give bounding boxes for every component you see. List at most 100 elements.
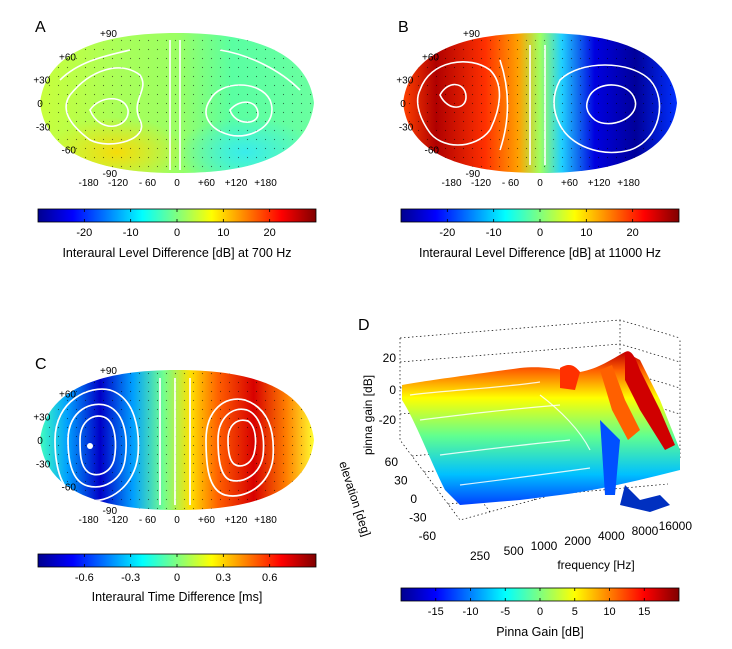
azimuth-tick-label: -180: [441, 178, 461, 189]
panel-a: A +90 +60 +30 0 -30 -60 -90 -180 -120 - 60 0 +60 +1…: [33, 19, 317, 260]
elevation-tick-label: +30: [396, 76, 413, 87]
colorbar-tick-label: 20: [627, 227, 639, 239]
colorbar-tick-label: -20: [76, 227, 92, 239]
elevation-tick-label: +30: [33, 76, 50, 87]
elevation-ticks-a: +90 +60 +30 0 -30 -60 -90: [33, 29, 117, 180]
colorbar-ticks-a: -20 -10 0 10 20: [76, 209, 276, 239]
colorbar-ticks-c: -0.6 -0.3 0 0.3 0.6: [75, 554, 277, 584]
y-tick-label: 0: [410, 492, 417, 506]
azimuth-tick-label: +180: [617, 178, 640, 189]
elevation-tick-label: -60: [62, 146, 77, 157]
panel-letter-d: D: [358, 317, 370, 334]
elevation-tick-label: -90: [103, 169, 118, 180]
y-tick-label: -30: [409, 511, 427, 525]
panel-c: C +90 +60 +30 0 -30 -60 -90 -180 -120 - 60 0 +60 +1…: [33, 356, 317, 604]
azimuth-tick-label: +120: [588, 178, 611, 189]
colorbar-label-a: Interaural Level Difference [dB] at 700 …: [62, 246, 291, 260]
azimuth-tick-label: -180: [78, 178, 98, 189]
colorbar-tick-label: -20: [439, 227, 455, 239]
azimuth-tick-label: +180: [254, 178, 277, 189]
x-tick-label: 8000: [632, 524, 659, 538]
elevation-tick-label: -60: [62, 483, 77, 494]
panel-b: B +90 +60 +30 0 -30 -60 -90 -180 -120 - 60 0 +60 +1…: [396, 19, 680, 260]
colorbar-tick-label: -10: [123, 227, 139, 239]
elevation-ticks-b: +90 +60 +30 0 -30 -60 -90: [396, 29, 480, 180]
azimuth-tick-label: +60: [561, 178, 578, 189]
surface-d: [402, 351, 680, 512]
elevation-tick-label: +90: [100, 366, 117, 377]
elevation-tick-label: +60: [59, 52, 76, 63]
y-tick-label: 60: [385, 455, 399, 469]
azimuth-tick-label: 0: [537, 178, 543, 189]
colorbar-label-c: Interaural Time Difference [ms]: [92, 590, 263, 604]
elevation-tick-label: 0: [400, 99, 406, 110]
azimuth-tick-label: -180: [78, 515, 98, 526]
azimuth-tick-label: - 60: [502, 178, 520, 189]
colorbar-tick-label: 5: [572, 606, 578, 618]
azimuth-tick-label: +60: [198, 178, 215, 189]
x-tick-label: 16000: [659, 519, 693, 533]
elevation-tick-label: -30: [399, 122, 414, 133]
azimuth-tick-label: 0: [174, 178, 180, 189]
y-axis-label-d: elevation [deg]: [336, 459, 373, 538]
colorbar-tick-label: 0.6: [262, 572, 277, 584]
colorbar-tick-label: 0: [537, 606, 543, 618]
z-axis-label-d: pinna gain [dB]: [361, 375, 375, 455]
colorbar-tick-label: 10: [580, 227, 592, 239]
azimuth-tick-label: -120: [471, 178, 491, 189]
panel-letter-c: C: [35, 356, 47, 373]
azimuth-tick-label: +180: [254, 515, 277, 526]
colorbar-ticks-b: -20 -10 0 10 20: [439, 209, 639, 239]
elevation-tick-label: -30: [36, 459, 51, 470]
colorbar-tick-label: 0.3: [216, 572, 231, 584]
z-tick-label: 20: [383, 351, 397, 365]
panel-d: D: [336, 317, 692, 639]
x-tick-label: 250: [470, 549, 490, 563]
colorbar-tick-label: -10: [486, 227, 502, 239]
z-tick-label: 0: [389, 383, 396, 397]
elevation-tick-label: 0: [37, 99, 43, 110]
elevation-tick-label: -60: [425, 146, 440, 157]
y-tick-label: -60: [419, 529, 437, 543]
azimuth-tick-label: -120: [108, 178, 128, 189]
colorbar-tick-label: 10: [603, 606, 615, 618]
z-tick-label: -20: [379, 413, 397, 427]
colorbar-label-d: Pinna Gain [dB]: [496, 625, 584, 639]
elevation-tick-label: +90: [100, 29, 117, 40]
azimuth-tick-label: - 60: [139, 515, 157, 526]
map-b: [403, 33, 677, 173]
colorbar-tick-label: -0.6: [75, 572, 94, 584]
elevation-tick-label: +60: [59, 389, 76, 400]
azimuth-tick-label: +60: [198, 515, 215, 526]
panel-letter-a: A: [35, 19, 46, 36]
x-tick-label: 2000: [564, 534, 591, 548]
azimuth-ticks-b: -180 -120 - 60 0 +60 +120 +180: [441, 178, 640, 189]
map-a: [40, 33, 314, 173]
elevation-tick-label: -90: [466, 169, 481, 180]
colorbar-label-b: Interaural Level Difference [dB] at 1100…: [419, 246, 661, 260]
map-c: [40, 370, 314, 510]
elevation-tick-label: -30: [36, 122, 51, 133]
colorbar-tick-label: 20: [264, 227, 276, 239]
panel-letter-b: B: [398, 19, 409, 36]
y-tick-label: 30: [394, 474, 408, 488]
x-tick-label: 500: [504, 544, 524, 558]
elevation-tick-label: -90: [103, 506, 118, 517]
colorbar-tick-label: -15: [428, 606, 444, 618]
y-ticks-d: 60 300 -30 -60: [385, 455, 437, 543]
colorbar-tick-label: 15: [638, 606, 650, 618]
azimuth-tick-label: +120: [225, 178, 248, 189]
x-ticks-d: 250 500 1000 2000 4000 8000 16000: [470, 519, 692, 563]
x-tick-label: 1000: [531, 539, 558, 553]
azimuth-tick-label: -120: [108, 515, 128, 526]
colorbar-ticks-d: -15 -10 -5 0 5 10 15: [428, 588, 650, 618]
azimuth-ticks-a: -180 -120 - 60 0 +60 +120 +180: [78, 178, 277, 189]
colorbar-tick-label: 0: [537, 227, 543, 239]
elevation-ticks-c: +90 +60 +30 0 -30 -60 -90: [33, 366, 117, 517]
elevation-tick-label: +90: [463, 29, 480, 40]
x-axis-label-d: frequency [Hz]: [557, 558, 634, 572]
elevation-tick-label: +30: [33, 413, 50, 424]
azimuth-tick-label: +120: [225, 515, 248, 526]
colorbar-tick-label: 0: [174, 572, 180, 584]
